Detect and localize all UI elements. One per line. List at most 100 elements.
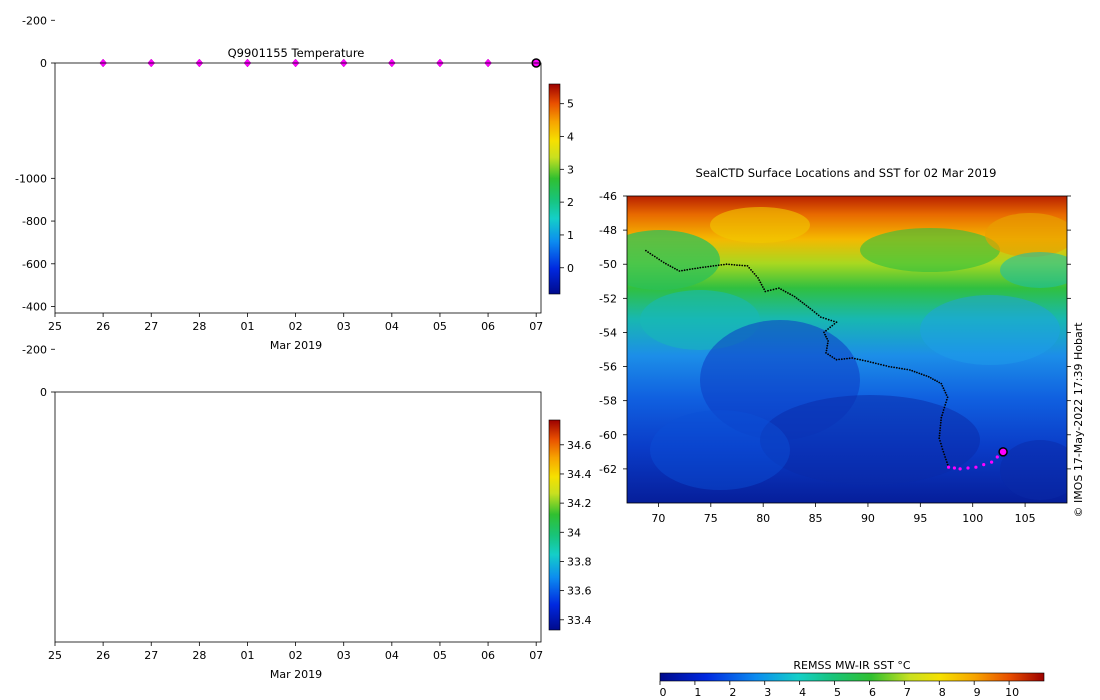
sst-colorbar [659, 672, 1045, 682]
track-point [901, 367, 903, 370]
track-point [803, 303, 806, 305]
track-point [805, 304, 808, 307]
track-point [938, 432, 941, 434]
sst-colorbar-tick-label: 0 [660, 686, 667, 699]
track-point [934, 379, 936, 382]
track-point [939, 440, 941, 442]
lat-tick-label: -62 [599, 463, 617, 476]
map-frame [626, 195, 1068, 504]
track-point [830, 319, 833, 322]
track-point [826, 347, 828, 349]
x-tick-label: 25 [48, 320, 62, 333]
map-longitude-axis: 70 75 80 85 90 95 100 105 [651, 503, 1036, 525]
track-point [720, 264, 723, 266]
track-point [669, 265, 672, 268]
track-point [835, 358, 838, 361]
track-point [826, 342, 829, 345]
x-tick-label: 07 [529, 320, 543, 333]
colorbar-tick-label: 3 [567, 163, 574, 176]
x-tick-label: 27 [144, 649, 158, 662]
track-point [757, 277, 759, 279]
x-tick-label: 02 [289, 320, 303, 333]
track-point [813, 311, 816, 313]
track-point [758, 279, 761, 281]
y-tick-label: 0 [40, 57, 47, 70]
track-point [877, 363, 880, 365]
track-point [940, 416, 943, 419]
lat-tick-label: -56 [599, 361, 617, 374]
track-point [943, 453, 946, 456]
sst-colorbar-tick-label: 6 [869, 686, 876, 699]
x-tick-label: 02 [289, 649, 303, 662]
sst-colorbar-label: REMSS MW-IR SST °C [793, 659, 911, 672]
map-title: SealCTD Surface Locations and SST for 02… [696, 166, 997, 180]
x-tick-label: 06 [481, 649, 495, 662]
track-point [645, 249, 647, 252]
y-tick-label: -1000 [15, 172, 47, 185]
track-point [898, 367, 901, 370]
x-tick-label: 01 [240, 320, 254, 333]
track-point [694, 267, 696, 270]
track-point [807, 306, 810, 308]
track-point [795, 297, 798, 299]
track-point [942, 450, 945, 453]
temperature-x-label: Mar 2019 [270, 339, 322, 352]
track-point [895, 366, 898, 369]
track-point [651, 254, 654, 256]
track-point [829, 326, 832, 329]
colorbar-tick-label: 4 [567, 131, 574, 144]
track-point [829, 354, 832, 357]
colorbar-tick-label: 34.2 [567, 497, 592, 510]
track-point [888, 365, 890, 368]
x-tick-label: 05 [433, 320, 447, 333]
track-point [696, 267, 699, 269]
track-point [920, 373, 923, 376]
recent-track-point [974, 465, 978, 469]
track-point [833, 357, 836, 360]
track-point [660, 260, 663, 262]
track-point [662, 261, 665, 264]
lat-tick-label: -46 [599, 190, 617, 203]
track-point [759, 281, 762, 284]
track-point [942, 409, 945, 411]
salinity-colorbar [548, 419, 561, 631]
x-tick-label: 06 [481, 320, 495, 333]
track-point [859, 358, 861, 361]
x-tick-label: 05 [433, 649, 447, 662]
track-point [944, 456, 946, 458]
map-latitude-axis: -46 -48 -50 -52 -54 -56 -58 -60 -62 [599, 190, 1071, 476]
track-point [932, 378, 934, 380]
recent-track-point [958, 467, 962, 471]
track-point [750, 269, 752, 271]
temperature-colorbar-ticks: 0 1 2 3 4 5 [560, 98, 574, 275]
track-point [702, 266, 704, 269]
y-tick-label: -800 [22, 215, 47, 228]
salinity-x-axis: 25 26 27 28 01 02 03 04 05 06 07 [48, 642, 543, 662]
track-point [833, 323, 836, 325]
track-point [799, 300, 802, 302]
track-point [938, 437, 941, 440]
track-point [704, 266, 707, 268]
lon-tick-label: 70 [651, 512, 665, 525]
track-point [784, 290, 787, 293]
track-point [942, 387, 945, 390]
track-point [827, 340, 829, 342]
temperature-plot-frame [54, 62, 542, 314]
salinity-panel: 0-200-400-600-800-1000 25 26 27 28 01 02 03 04 0… [15, 172, 591, 681]
track-point [827, 328, 829, 330]
track-point [760, 283, 763, 286]
track-point [940, 419, 942, 422]
track-point [667, 264, 670, 266]
track-point [787, 292, 789, 294]
sst-colorbar-tick-label: 3 [764, 686, 771, 699]
track-point [940, 442, 942, 445]
track-point [678, 270, 681, 272]
track-point [681, 269, 683, 272]
track-point [733, 264, 736, 266]
track-point [825, 352, 827, 354]
track-point [817, 314, 820, 317]
track-point [827, 318, 830, 321]
temperature-y-axis: 0-200-400-600-800-1000 [22, 14, 55, 70]
colorbar-tick-label: 34.4 [567, 468, 592, 481]
track-point [943, 389, 946, 392]
